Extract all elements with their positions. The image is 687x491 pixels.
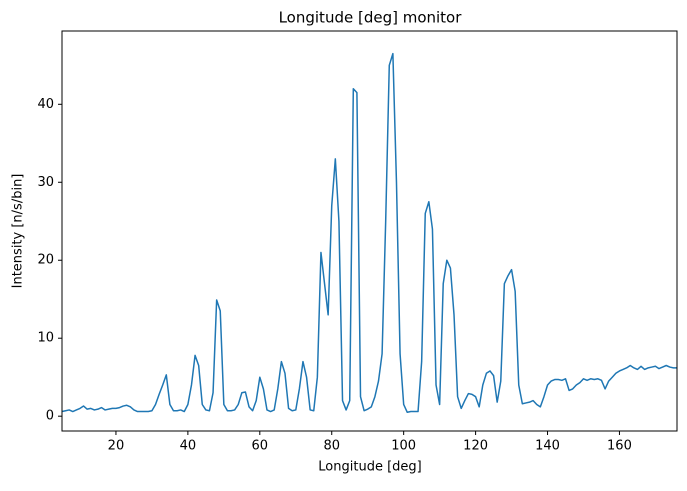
x-tick-label: 60 [252, 439, 269, 454]
y-axis-label: Intensity [n/s/bin] [11, 174, 26, 289]
y-tick-label: 20 [37, 253, 54, 268]
x-tick-label: 160 [607, 439, 632, 454]
x-tick-label: 20 [108, 439, 125, 454]
x-tick-label: 40 [180, 439, 197, 454]
x-tick-label: 120 [463, 439, 488, 454]
x-tick-label: 100 [391, 439, 416, 454]
x-tick-label: 80 [323, 439, 340, 454]
y-tick-label: 30 [37, 175, 54, 190]
y-tick-label: 10 [37, 331, 54, 346]
chart-title: Longitude [deg] monitor [279, 9, 463, 27]
y-tick-label: 40 [37, 97, 54, 112]
data-line [62, 52, 677, 414]
plot-frame [61, 30, 678, 432]
x-axis-label: Longitude [deg] [318, 460, 421, 475]
y-tick-label: 0 [46, 409, 54, 424]
x-tick-label: 140 [535, 439, 560, 454]
